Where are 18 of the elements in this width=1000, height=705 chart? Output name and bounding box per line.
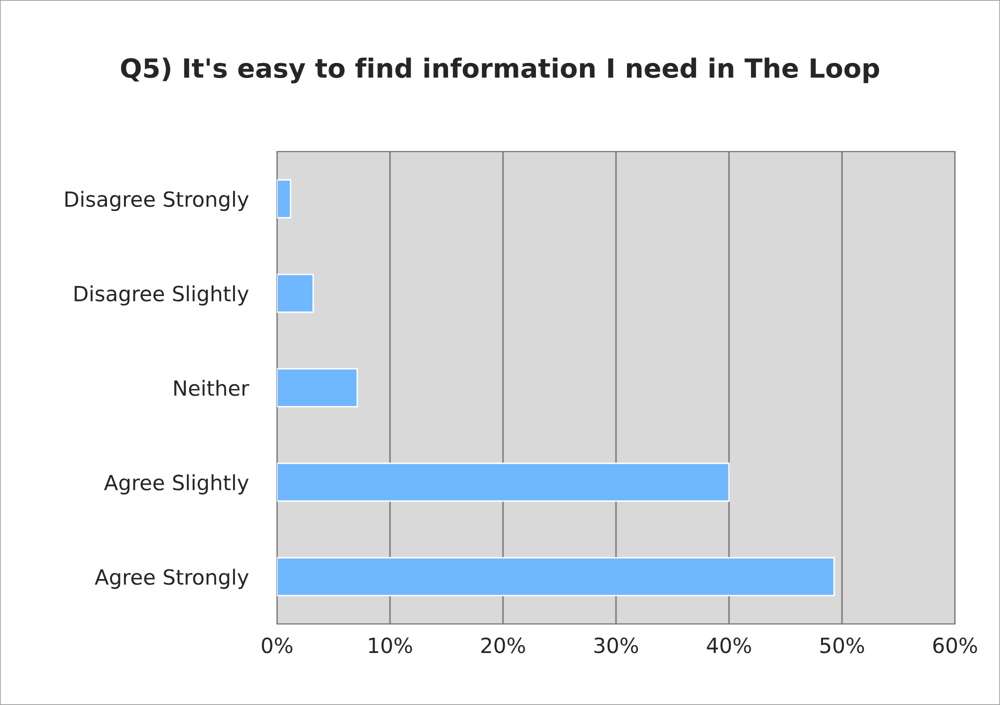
x-tick-label: 30% (594, 637, 638, 654)
y-tick-label: Neither (174, 380, 250, 396)
y-tick-label: Disagree Slightly (74, 285, 249, 306)
x-tick-label: 50% (820, 637, 864, 654)
bar (277, 179, 292, 218)
y-tick-label: Agree Slightly (104, 474, 249, 494)
x-tick-label: 0% (262, 637, 292, 654)
bar (277, 368, 358, 408)
x-tick-label: 60% (933, 637, 978, 654)
x-tick-label: 40% (706, 637, 752, 654)
y-tick-label: Agree Strongly (94, 568, 249, 589)
x-tick-label: 20% (481, 637, 526, 654)
y-tick-label: Disagree Strongly (65, 190, 249, 212)
x-tick-label: 10% (369, 637, 412, 654)
chart-title: Q5) It's easy to find information I need in The Loop (121, 58, 880, 84)
bar (277, 557, 835, 596)
bar (277, 462, 730, 502)
bar (277, 274, 314, 313)
